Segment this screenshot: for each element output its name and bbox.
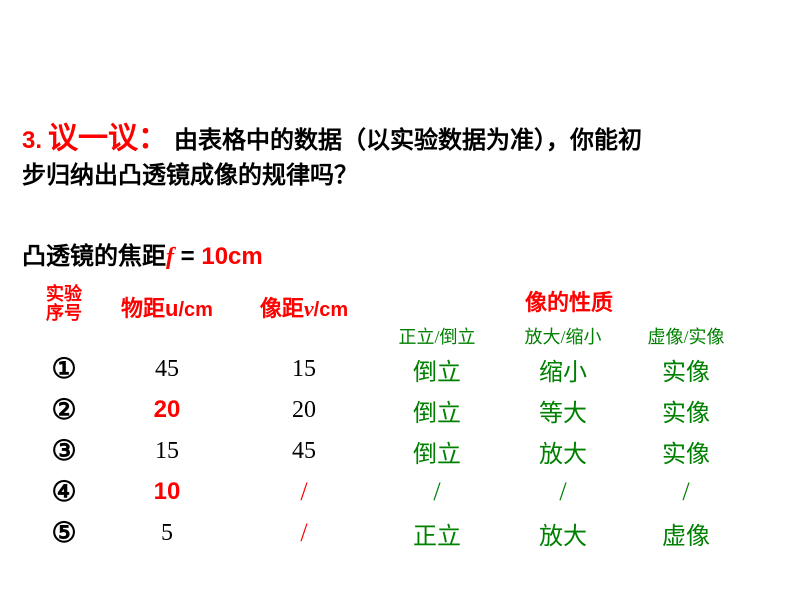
heading-number: 3. [22, 127, 42, 154]
hdr-seq: 实验 序号 [28, 285, 100, 323]
v-value: / [300, 477, 307, 506]
hdr-u-var: u [165, 296, 178, 321]
heading-line-2: 步归纳出凸透镜成像的规律吗？ [22, 160, 794, 194]
slide-content: 3. 议一议： 由表格中的数据（以实验数据为准），你能初 步归纳出凸透镜成像的规… [0, 0, 794, 554]
size-value: 等大 [539, 401, 587, 427]
table-row: ④ 10 / / / / [28, 472, 794, 513]
hdr-sub-type: 虚像/实像 [626, 323, 746, 349]
cell-u: 15 [100, 438, 234, 465]
u-value: 15 [155, 438, 179, 464]
cell-size: 等大 [500, 393, 626, 428]
focus-label: 凸透镜的焦距 [22, 243, 166, 270]
hdr-u: 物距u/cm [100, 285, 234, 323]
hdr-v-var: v [304, 296, 314, 321]
cell-ori: 正立 [374, 516, 500, 551]
u-value: 5 [161, 520, 173, 546]
cell-v: / [234, 477, 374, 507]
cell-seq: ③ [28, 434, 100, 468]
seq-number: ⑤ [51, 518, 76, 549]
table-row: ⑤ 5 / 正立 放大 虚像 [28, 513, 794, 554]
heading-title: 议一议： [48, 122, 168, 155]
u-value: 10 [154, 478, 181, 505]
size-value: / [559, 477, 566, 506]
cell-seq: ⑤ [28, 516, 100, 550]
cell-u: 10 [100, 478, 234, 506]
type-value: 实像 [662, 401, 710, 427]
cell-seq: ① [28, 352, 100, 386]
data-table: 实验 序号 物距u/cm 像距v/cm 像的性质 正立/倒立 放大/缩小 虚像/… [22, 285, 794, 554]
ori-value: / [433, 477, 440, 506]
cell-size: 放大 [500, 434, 626, 469]
ori-value: 正立 [413, 524, 461, 550]
hdr-u-unit: /cm [179, 299, 213, 321]
heading-body-1: 由表格中的数据（以实验数据为准），你能初 [174, 128, 642, 154]
hdr-sub-ori: 正立/倒立 [374, 323, 500, 349]
ori-value: 倒立 [413, 442, 461, 468]
table-row: ③ 15 45 倒立 放大 实像 [28, 431, 794, 472]
hdr-sub-size: 放大/缩小 [500, 323, 626, 349]
cell-v: 45 [234, 438, 374, 465]
cell-seq: ④ [28, 475, 100, 509]
focus-var: f [166, 244, 174, 270]
u-value: 45 [155, 356, 179, 382]
table-row: ① 45 15 倒立 缩小 实像 [28, 349, 794, 390]
v-value: 20 [292, 397, 316, 423]
cell-ori: 倒立 [374, 434, 500, 469]
cell-size: 放大 [500, 516, 626, 551]
v-value: 45 [292, 438, 316, 464]
seq-number: ④ [51, 477, 76, 508]
size-value: 缩小 [539, 360, 587, 386]
type-value: 实像 [662, 360, 710, 386]
seq-number: ① [51, 354, 76, 385]
seq-number: ② [51, 395, 76, 426]
table-row: ② 20 20 倒立 等大 实像 [28, 390, 794, 431]
size-value: 放大 [539, 524, 587, 550]
hdr-nature: 像的性质 [374, 285, 794, 323]
cell-seq: ② [28, 393, 100, 427]
hdr-seq-label: 实验 序号 [28, 285, 100, 325]
focus-line: 凸透镜的焦距f = 10cm [22, 236, 794, 271]
cell-u: 20 [100, 396, 234, 424]
hdr-u-label: 物距 [121, 296, 165, 321]
cell-ori: 倒立 [374, 393, 500, 428]
cell-v: 15 [234, 356, 374, 383]
cell-size: 缩小 [500, 352, 626, 387]
heading-body-2: 步归纳出凸透镜成像的规律吗？ [22, 163, 358, 189]
cell-type: / [626, 477, 746, 507]
header-row-2: 正立/倒立 放大/缩小 虚像/实像 [374, 323, 794, 349]
rows-container: ①4515倒立缩小实像②2020倒立等大实像③1545倒立放大实像④10////… [28, 349, 794, 554]
ori-value: 倒立 [413, 360, 461, 386]
seq-number: ③ [51, 436, 76, 467]
u-value: 20 [154, 396, 181, 423]
ori-value: 倒立 [413, 401, 461, 427]
cell-ori: / [374, 477, 500, 507]
cell-v: 20 [234, 397, 374, 424]
v-value: 15 [292, 356, 316, 382]
size-value: 放大 [539, 442, 587, 468]
cell-u: 5 [100, 520, 234, 547]
cell-u: 45 [100, 356, 234, 383]
cell-type: 虚像 [626, 516, 746, 551]
type-value: 实像 [662, 442, 710, 468]
header-row-1: 实验 序号 物距u/cm 像距v/cm 像的性质 正立/倒立 放大/缩小 虚像/… [28, 285, 794, 349]
focus-value: 10cm [201, 243, 262, 270]
cell-size: / [500, 477, 626, 507]
cell-type: 实像 [626, 393, 746, 428]
heading-line-1: 3. 议一议： 由表格中的数据（以实验数据为准），你能初 [22, 118, 794, 160]
v-value: / [300, 518, 307, 547]
hdr-v-unit: /cm [314, 299, 348, 321]
focus-eq: = [174, 243, 201, 270]
hdr-nature-block: 像的性质 正立/倒立 放大/缩小 虚像/实像 [374, 285, 794, 349]
type-value: 虚像 [662, 524, 710, 550]
hdr-v-label: 像距 [260, 296, 304, 321]
cell-v: / [234, 518, 374, 548]
cell-type: 实像 [626, 352, 746, 387]
type-value: / [682, 477, 689, 506]
hdr-v: 像距v/cm [234, 285, 374, 323]
cell-ori: 倒立 [374, 352, 500, 387]
cell-type: 实像 [626, 434, 746, 469]
